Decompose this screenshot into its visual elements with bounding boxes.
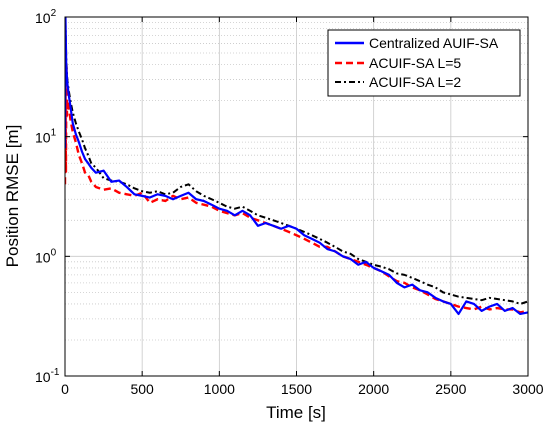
y-tick-exponent: 1 [51,128,57,139]
series-line-centralized-auif-sa [65,17,528,316]
series-line-acuif-sa-l-2 [65,21,528,305]
legend-label-l5: ACUIF-SA L=5 [369,55,461,71]
y-tick-exponent: 2 [51,8,57,19]
x-tick-label: 2000 [358,381,389,397]
y-axis-label: Position RMSE [m] [3,125,22,268]
legend: Centralized AUIF-SA ACUIF-SA L=5 ACUIF-S… [327,29,521,97]
legend-label-centralized: Centralized AUIF-SA [369,35,499,51]
x-tick-label: 2500 [435,381,466,397]
x-tick-label: 1500 [281,381,312,397]
y-tick-exponent: 0 [51,247,57,258]
x-tick-label: 0 [61,381,69,397]
y-tick-exponent: -1 [51,367,60,378]
x-axis-label: Time [s] [266,403,326,422]
legend-label-l2: ACUIF-SA L=2 [369,74,461,90]
x-tick-label: 1000 [204,381,235,397]
x-tick-label: 3000 [512,381,543,397]
x-tick-label: 500 [130,381,154,397]
x-axis-ticks: 0 500 1000 1500 2000 2500 3000 [61,17,544,397]
series-layer [65,17,528,316]
